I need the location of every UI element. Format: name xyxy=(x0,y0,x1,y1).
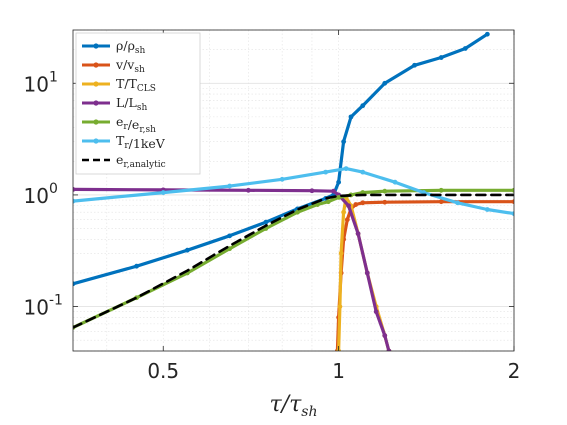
series-point-3 xyxy=(309,188,315,194)
series-point-0 xyxy=(462,46,468,51)
legend-label-6: er,analytic xyxy=(116,152,166,170)
series-point-0 xyxy=(382,80,388,86)
series-point-3 xyxy=(331,188,336,194)
series-point-2 xyxy=(338,250,344,256)
series-point-4 xyxy=(325,199,331,205)
series-line-1 xyxy=(335,200,514,351)
series-line-3 xyxy=(73,187,391,351)
series-point-0 xyxy=(134,263,139,269)
series-point-0 xyxy=(360,103,366,109)
series-point-1 xyxy=(382,199,388,205)
series-point-0 xyxy=(348,114,354,120)
series-point-4 xyxy=(336,195,342,200)
series-point-1 xyxy=(344,217,350,223)
series-1 xyxy=(334,199,514,351)
x-tick-label: 0.5 xyxy=(147,359,179,383)
series-point-4 xyxy=(511,187,514,193)
series-point-5 xyxy=(360,169,366,175)
series-point-3 xyxy=(373,309,379,315)
legend: ρ/ρshv/vshT/TCLSL/Lsher/er,shTr/1keVer,a… xyxy=(75,32,201,175)
series-point-0 xyxy=(227,233,233,239)
series-point-0 xyxy=(438,55,444,60)
y-tick-exponent: -1 xyxy=(49,293,63,309)
series-line-4 xyxy=(73,188,514,330)
series-line-6 xyxy=(73,193,514,329)
series-point-3 xyxy=(73,187,76,192)
series-line-5 xyxy=(73,167,514,216)
x-axis-label: τ/τsh xyxy=(270,392,318,420)
legend-marker-0 xyxy=(93,43,99,49)
series-point-0 xyxy=(412,62,417,68)
legend-label-0: ρ/ρsh xyxy=(116,38,146,56)
legend-label-4: er/er,sh xyxy=(116,114,156,135)
series-6 xyxy=(73,193,514,329)
legend-marker-2 xyxy=(93,81,99,87)
y-tick-label: 10 xyxy=(24,72,49,96)
y-tick-exponent: 1 xyxy=(49,69,58,85)
series-point-0 xyxy=(336,179,342,185)
series-point-2 xyxy=(341,209,347,215)
series-3 xyxy=(73,187,392,351)
series-point-5 xyxy=(484,207,490,212)
series-point-4 xyxy=(382,188,388,194)
series-point-5 xyxy=(392,179,398,185)
series-point-2 xyxy=(337,304,343,309)
series-point-4 xyxy=(438,187,444,193)
plot-area-frame xyxy=(72,29,515,352)
series-point-3 xyxy=(386,348,392,351)
legend-label-5: Tr/1keV xyxy=(116,133,166,151)
series-point-1 xyxy=(360,200,366,206)
series-point-5 xyxy=(455,200,460,206)
series-point-3 xyxy=(245,187,251,193)
legend-marker-1 xyxy=(93,62,99,68)
series-point-0 xyxy=(184,247,190,253)
y-tick-label: 10 xyxy=(24,296,49,320)
series-point-0 xyxy=(484,31,490,37)
x-tick-label: 2 xyxy=(508,359,521,383)
legend-marker-5 xyxy=(93,138,99,144)
series-5 xyxy=(73,166,514,217)
series-point-5 xyxy=(511,211,514,217)
series-point-5 xyxy=(343,166,349,172)
legend-label-1: v/vsh xyxy=(115,57,145,75)
legend-label-2: T/TCLS xyxy=(116,76,156,94)
series-point-5 xyxy=(279,176,285,182)
series-layer xyxy=(73,31,514,351)
series-point-0 xyxy=(263,219,269,225)
x-tick-label: 1 xyxy=(332,359,345,383)
series-point-5 xyxy=(73,198,76,204)
series-point-3 xyxy=(364,270,370,276)
series-point-5 xyxy=(160,190,166,195)
series-point-5 xyxy=(227,183,233,189)
series-point-3 xyxy=(382,333,388,338)
series-point-4 xyxy=(295,209,300,215)
legend-marker-4 xyxy=(93,119,99,125)
series-point-0 xyxy=(73,281,76,287)
series-point-1 xyxy=(353,202,359,207)
y-tick-label: 10 xyxy=(24,184,49,208)
series-point-3 xyxy=(355,231,361,237)
legend-label-3: L/Lsh xyxy=(116,95,147,113)
series-point-1 xyxy=(438,199,444,205)
y-tick-exponent: 0 xyxy=(49,181,58,197)
legend-marker-3 xyxy=(93,100,99,106)
series-point-5 xyxy=(323,169,329,175)
series-point-3 xyxy=(346,203,351,209)
series-point-0 xyxy=(341,139,347,145)
series-point-1 xyxy=(511,199,514,205)
